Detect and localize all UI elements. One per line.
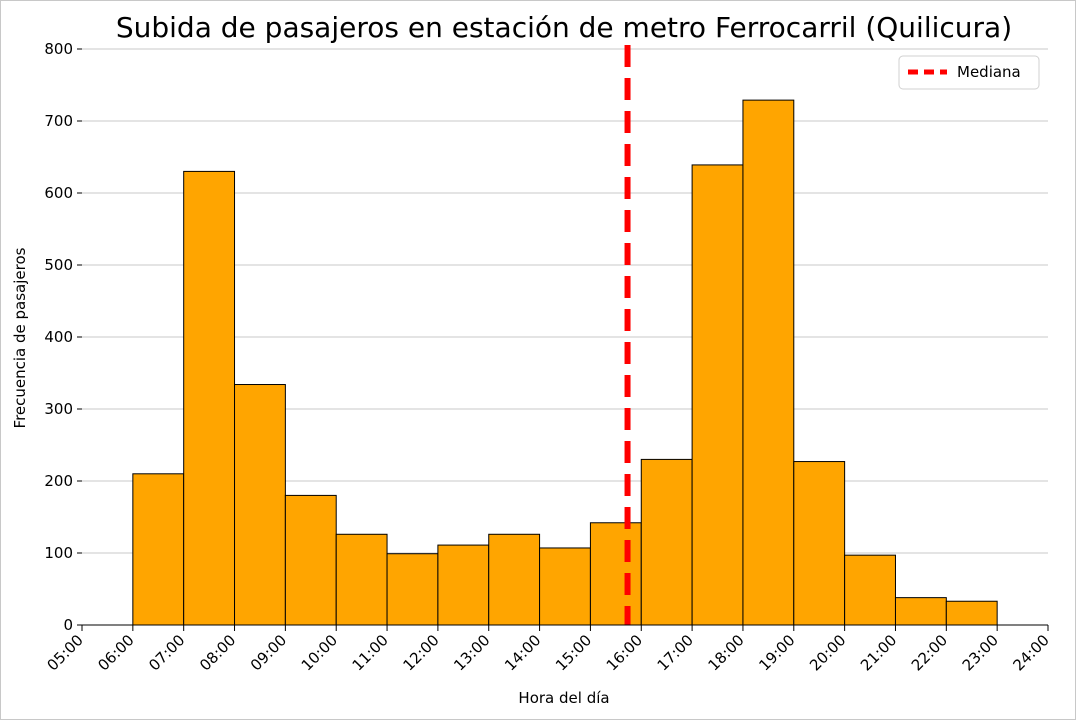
y-tick-label: 300 (44, 400, 73, 418)
y-tick-label: 800 (44, 40, 73, 58)
histogram-bar (742, 99, 795, 626)
y-axis-label: Frecuencia de pasajeros (11, 247, 29, 428)
y-tick-label: 100 (44, 544, 73, 562)
y-tick-label: 0 (63, 616, 73, 634)
y-tick-label: 500 (44, 256, 73, 274)
x-tick-label: 15:00 (552, 631, 595, 674)
legend-median-label: Mediana (957, 63, 1021, 81)
x-tick-label: 06:00 (94, 631, 137, 674)
histogram-bar (488, 533, 541, 626)
histogram-bar (437, 544, 490, 626)
histogram-bar (589, 522, 642, 626)
y-tick-label: 200 (44, 472, 73, 490)
x-tick-label: 22:00 (908, 631, 951, 674)
chart-title: Subida de pasajeros en estación de metro… (116, 11, 1012, 44)
histogram-bar (234, 384, 286, 626)
x-tick-label: 24:00 (1010, 631, 1053, 674)
histogram-bar (386, 553, 439, 626)
x-tick-label: 20:00 (806, 631, 849, 674)
y-axis: 0 100 200 300 400 500 600 700 800 (44, 40, 82, 634)
histogram-bar (183, 170, 236, 626)
legend-box (898, 55, 1040, 90)
x-tick-label: 07:00 (145, 631, 188, 674)
x-tick-label: 08:00 (196, 631, 239, 674)
histogram-bar (691, 164, 744, 626)
y-tick-label: 400 (44, 328, 73, 346)
x-tick-label: 23:00 (959, 631, 1002, 674)
x-tick-label: 05:00 (44, 631, 87, 674)
histogram-bar (539, 547, 591, 626)
histogram-bar (894, 597, 947, 626)
histogram-bar (132, 473, 185, 626)
x-tick-label: 18:00 (704, 631, 747, 674)
histogram-bar (284, 494, 337, 626)
x-axis-label: Hora del día (518, 689, 609, 707)
histogram-bar (793, 461, 846, 626)
histogram-bar (945, 600, 998, 626)
x-tick-label: 12:00 (399, 631, 442, 674)
x-tick-label: 16:00 (603, 631, 646, 674)
x-tick-label: 09:00 (247, 631, 290, 674)
x-tick-label: 17:00 (654, 631, 697, 674)
y-tick-label: 700 (44, 112, 73, 130)
x-tick-label: 13:00 (450, 631, 493, 674)
x-tick-label: 11:00 (349, 631, 392, 674)
histogram-bar (844, 554, 896, 626)
histogram-bar (640, 458, 693, 626)
x-tick-label: 21:00 (857, 631, 900, 674)
x-tick-label: 19:00 (755, 631, 798, 674)
y-tick-label: 600 (44, 184, 73, 202)
histogram-bar (335, 533, 388, 626)
x-tick-label: 10:00 (298, 631, 341, 674)
legend: Mediana (898, 55, 1040, 90)
x-axis: 05:00 06:00 07:00 08:00 09:00 10:00 11:00 12:00… (44, 624, 1053, 674)
x-tick-label: 14:00 (501, 631, 544, 674)
bars (132, 99, 998, 626)
